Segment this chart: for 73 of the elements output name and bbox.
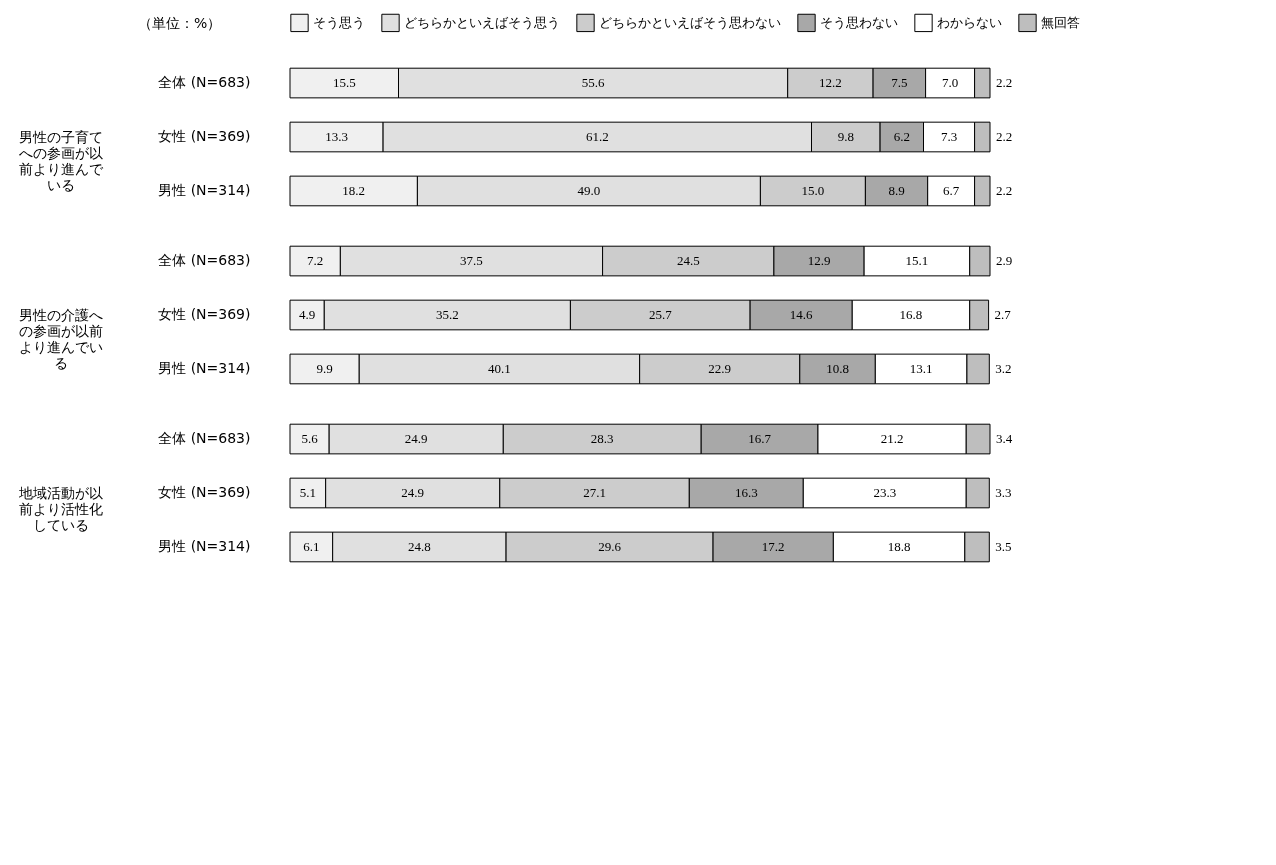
data-label: 27.1 <box>583 485 606 500</box>
legend-label: どちらかといえばそう思わない <box>599 14 781 30</box>
data-label: 15.0 <box>801 182 825 198</box>
data-label: 13.3 <box>325 129 348 144</box>
y-tick-label: 男性 (N=314) <box>158 181 251 198</box>
data-label: 15.1 <box>905 253 929 269</box>
y-tick-label: 女性 (N=369) <box>158 484 251 500</box>
data-label: 17.2 <box>761 538 785 554</box>
data-label: 16.8 <box>899 307 923 322</box>
legend-label: わからない <box>937 14 1002 30</box>
data-label: 14.6 <box>789 307 814 322</box>
data-label: 5.6 <box>301 431 319 447</box>
data-label: 15.5 <box>332 75 356 91</box>
data-label: 25.7 <box>648 307 673 322</box>
data-label: 2.2 <box>996 75 1013 91</box>
data-label: 18.2 <box>342 182 366 198</box>
y-tick-label: 女性 (N=369) <box>158 306 251 322</box>
data-label: 5.1 <box>299 485 316 500</box>
y-tick-label: 全体 (N=683) <box>158 430 251 447</box>
legend-label: 無回答 <box>1041 14 1080 30</box>
y-tick-label: 男性 (N=314) <box>158 359 251 376</box>
data-label: 24.9 <box>404 431 428 447</box>
data-label: 49.0 <box>577 182 601 198</box>
data-label: 10.8 <box>826 360 849 376</box>
data-label: 29.6 <box>598 538 622 554</box>
data-label: 61.2 <box>585 129 609 144</box>
data-label: 6.1 <box>303 538 320 554</box>
data-label: 3.3 <box>995 485 1012 500</box>
data-label: 40.1 <box>488 360 511 376</box>
data-label: 8.9 <box>888 182 905 198</box>
data-label: 6.2 <box>893 129 910 144</box>
legend-label: そう思わない <box>820 14 898 30</box>
data-label: 3.2 <box>995 360 1012 376</box>
text: 男性の子育てへの参画が以前より進んでいる <box>18 128 104 193</box>
data-label: 21.2 <box>880 431 904 447</box>
data-label: 9.9 <box>316 360 333 376</box>
y-tick-label: 男性 (N=314) <box>158 537 251 554</box>
data-label: 2.2 <box>996 182 1013 198</box>
data-label: 24.8 <box>408 538 431 554</box>
data-label: 7.3 <box>940 129 958 144</box>
data-label: 16.7 <box>748 431 772 447</box>
data-label: 3.5 <box>995 538 1012 554</box>
data-label: 22.9 <box>708 360 732 376</box>
text: （単位：%） <box>138 15 222 31</box>
data-label: 24.9 <box>401 485 425 500</box>
data-label: 16.3 <box>734 485 758 500</box>
data-label: 7.0 <box>941 75 959 91</box>
data-label: 2.9 <box>996 253 1013 269</box>
legend-label: そう思う <box>313 14 365 30</box>
data-label: 23.3 <box>873 485 897 500</box>
y-tick-label: 全体 (N=683) <box>158 74 251 91</box>
data-label: 2.7 <box>994 307 1012 322</box>
data-label: 13.1 <box>909 360 933 376</box>
y-tick-label: 全体 (N=683) <box>158 252 251 269</box>
data-label: 2.2 <box>996 129 1013 144</box>
data-label: 12.9 <box>807 253 831 269</box>
data-label: 35.2 <box>435 307 459 322</box>
data-label: 55.6 <box>581 75 605 91</box>
legend-label: どちらかといえばそう思う <box>404 14 560 30</box>
data-label: 9.8 <box>837 129 854 144</box>
data-label: 28.3 <box>590 431 614 447</box>
data-label: 18.8 <box>887 538 911 554</box>
data-label: 37.5 <box>460 253 483 269</box>
data-label: 3.4 <box>996 431 1013 447</box>
text: 地域活動が以前より活性化している <box>17 484 103 533</box>
data-label: 4.9 <box>299 307 316 322</box>
data-label: 12.2 <box>819 75 842 91</box>
data-label: 24.5 <box>676 253 700 269</box>
text: 男性の介護への参画が以前より進んでいる <box>18 306 103 371</box>
data-label: 7.5 <box>891 75 908 91</box>
y-tick-label: 女性 (N=369) <box>158 128 251 144</box>
data-label: 6.7 <box>943 182 960 198</box>
data-label: 7.2 <box>307 253 324 269</box>
